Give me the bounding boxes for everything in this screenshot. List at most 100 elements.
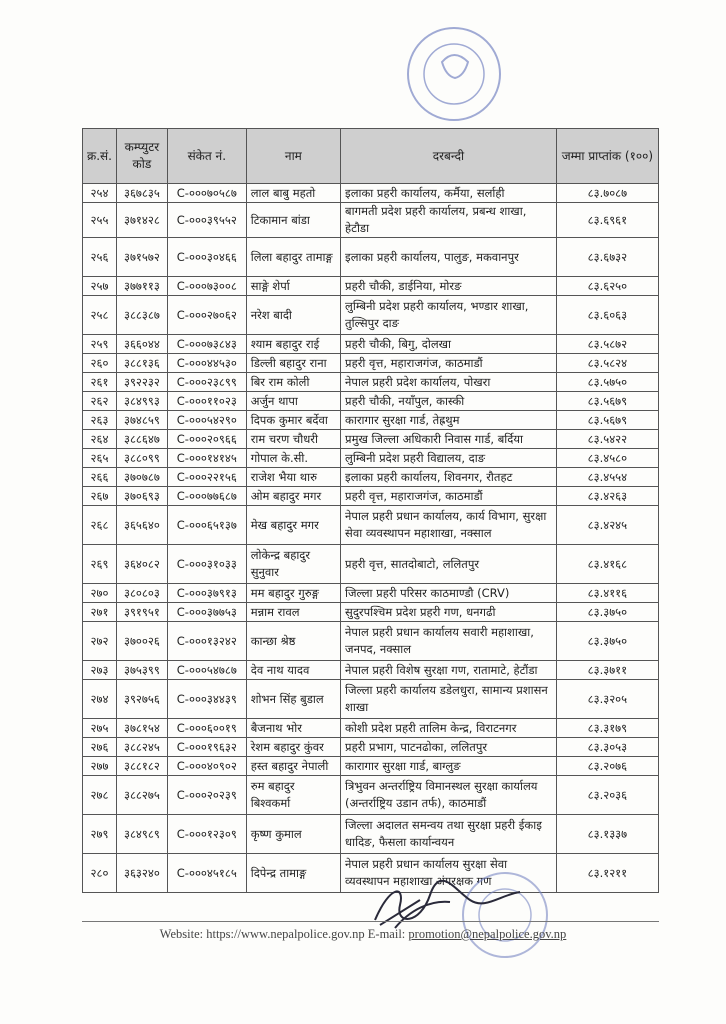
score-cell: ८३.३७५० [555,621,660,661]
computer-code-cell: ३८८२७५ [115,775,168,815]
symbol-number-cell: C-०००६५१३७ [166,505,247,545]
posting-cell: लुम्बिनी प्रदेश प्रहरी विद्यालय, दाङ [340,448,557,468]
name-cell: राजेश भैया थारु [245,467,342,487]
name-cell: लोकेन्द्र बहादुर सुनुवार [245,544,342,584]
name-cell: हस्त बहादुर नेपाली [245,756,342,776]
serial-cell: २६२ [82,391,117,411]
name-cell: लाल बाबु महतो [245,183,342,203]
table-row: २७५ ३७८१५४ C-०००६००१९ बैजनाथ भोर कोशी प्रदेश… [82,718,660,738]
table-row: २७८ ३८८२७५ C-०००२०२३९ रुम बहादुर बिश्वकर्मा… [82,775,660,815]
computer-code-cell: ३६६०४४ [115,334,168,354]
computer-code-cell: ३९२७५६ [115,679,168,719]
table-row: २८० ३६३२४० C-०००४५१८५ दिपेन्द्र तामाङ्ग नेपा… [82,853,660,893]
header-serial: क्र.सं. [82,128,117,184]
computer-code-cell: ३७०७८७ [115,467,168,487]
score-cell: ८३.५७५० [555,372,660,392]
computer-code-cell: ३६५६४० [115,505,168,545]
email-link[interactable]: promotion@nepalpolice.gov.np [408,927,567,941]
posting-cell: लुम्बिनी प्रदेश प्रहरी कार्यालय, भण्डार … [340,295,557,335]
serial-cell: २६५ [82,448,117,468]
computer-code-cell: ३७१५७२ [115,237,168,277]
score-cell: ८३.२०३६ [555,775,660,815]
table-row: २५८ ३८८३८७ C-०००२७०६२ नरेश बादी लुम्बिनी प्र… [82,295,660,335]
score-cell: ८३.३१७९ [555,718,660,738]
symbol-number-cell: C-०००७७६८७ [166,486,247,506]
official-stamp-icon [407,27,501,121]
serial-cell: २७५ [82,718,117,738]
symbol-number-cell: C-०००७०५८७ [166,183,247,203]
symbol-number-cell: C-०००१२३०९ [166,814,247,854]
computer-code-cell: ३७४८५९ [115,410,168,430]
computer-code-cell: ३६४०८२ [115,544,168,584]
table-row: २६७ ३७०६९३ C-०००७७६८७ ओम बहादुर मगर प्रहरी व… [82,486,660,506]
symbol-number-cell: C-०००४५१८५ [166,853,247,893]
posting-cell: कारागार सुरक्षा गार्ड, तेह्रथुम [340,410,557,430]
serial-cell: २६३ [82,410,117,430]
symbol-number-cell: C-०००३७९१३ [166,583,247,603]
symbol-number-cell: C-०००३०४६६ [166,237,247,277]
posting-cell: इलाका प्रहरी कार्यालय, पालुङ, मकवानपुर [340,237,557,277]
table-row: २६० ३८८१३६ C-०००४४५३० डिल्ली बहादुर राना प्र… [82,353,660,373]
name-cell: नरेश बादी [245,295,342,335]
symbol-number-cell: C-०००११०२३ [166,391,247,411]
score-cell: ८३.४१६८ [555,544,660,584]
official-stamp-icon [462,872,548,958]
score-cell: ८३.६२५० [555,276,660,296]
posting-cell: सुदुरपश्चिम प्रदेश प्रहरी गण, धनगढी [340,602,557,622]
serial-cell: २७४ [82,679,117,719]
serial-cell: २७३ [82,660,117,680]
name-cell: दिपक कुमार बर्देवा [245,410,342,430]
name-cell: साङ्गे शेर्पा [245,276,342,296]
posting-cell: त्रिभुवन अन्तर्राष्ट्रिय विमानस्थल सुरक्… [340,775,557,815]
posting-cell: कारागार सुरक्षा गार्ड, बाग्लुङ [340,756,557,776]
name-cell: मेख बहादुर मगर [245,505,342,545]
symbol-number-cell: C-०००१९६३२ [166,737,247,757]
table-row: २५७ ३७७११३ C-०००७३००८ साङ्गे शेर्पा प्रहरी च… [82,276,660,296]
name-cell: दिपेन्द्र तामाङ्ग [245,853,342,893]
score-cell: ८३.७०८७ [555,183,660,203]
serial-cell: २७७ [82,756,117,776]
table-row: २७० ३८०८०३ C-०००३७९१३ मम बहादुर गुरुङ्ग जिल्… [82,583,660,603]
computer-code-cell: ३७१४२८ [115,202,168,238]
score-cell: ८३.१३३७ [555,814,660,854]
header-computer-code: कम्प्युटर कोड [115,128,168,184]
serial-cell: २७९ [82,814,117,854]
email-label: E-mail: [367,927,406,941]
serial-cell: २६८ [82,505,117,545]
computer-code-cell: ३७५३९९ [115,660,168,680]
score-cell: ८३.६९६१ [555,202,660,238]
serial-cell: २७६ [82,737,117,757]
posting-cell: प्रहरी चौकी, डाईनिया, मोरङ [340,276,557,296]
table-header-row: क्र.सं. कम्प्युटर कोड संकेत नं. नाम दरबन… [82,128,660,184]
table-row: २६५ ३८८०९९ C-०००१४१४५ गोपाल के.सी. लुम्बिनी … [82,448,660,468]
table-row: २७२ ३७००२६ C-०००१३२४२ कान्छा श्रेष्ठ नेपाल प… [82,621,660,661]
header-posting: दरबन्दी [340,128,557,184]
posting-cell: नेपाल प्रहरी विशेष सुरक्षा गण, रातामाटे,… [340,660,557,680]
name-cell: शोभन सिंह बुडाल [245,679,342,719]
serial-cell: २६७ [82,486,117,506]
symbol-number-cell: C-०००३४४३९ [166,679,247,719]
table-row: २६६ ३७०७८७ C-०००२२१५६ राजेश भैया थारु इलाका … [82,467,660,487]
posting-cell: कोशी प्रदेश प्रहरी तालिम केन्द्र, विराटन… [340,718,557,738]
symbol-number-cell: C-०००१३२४२ [166,621,247,661]
serial-cell: २५५ [82,202,117,238]
symbol-number-cell: C-०००२३८९९ [166,372,247,392]
serial-cell: २६१ [82,372,117,392]
score-cell: ८३.५६७९ [555,410,660,430]
symbol-number-cell: C-०००३७७५३ [166,602,247,622]
serial-cell: २५९ [82,334,117,354]
serial-cell: २६६ [82,467,117,487]
score-cell: ८३.४५५४ [555,467,660,487]
header-symbol-number: संकेत नं. [166,128,247,184]
score-cell: ८३.६७३२ [555,237,660,277]
table-row: २७९ ३८४९८९ C-०००१२३०९ कृष्ण कुमाल जिल्ला अदा… [82,814,660,854]
symbol-number-cell: C-०००६००१९ [166,718,247,738]
table-row: २५४ ३६७८३५ C-०००७०५८७ लाल बाबु महतो इलाका प्… [82,183,660,203]
name-cell: बिर राम कोली [245,372,342,392]
name-cell: डिल्ली बहादुर राना [245,353,342,373]
symbol-number-cell: C-०००२०२३९ [166,775,247,815]
table-row: २७४ ३९२७५६ C-०००३४४३९ शोभन सिंह बुडाल जिल्ला… [82,679,660,719]
table-row: २६४ ३८८६४७ C-०००२०९६६ राम चरण चौधरी प्रमुख ज… [82,429,660,449]
computer-code-cell: ३७०६९३ [115,486,168,506]
